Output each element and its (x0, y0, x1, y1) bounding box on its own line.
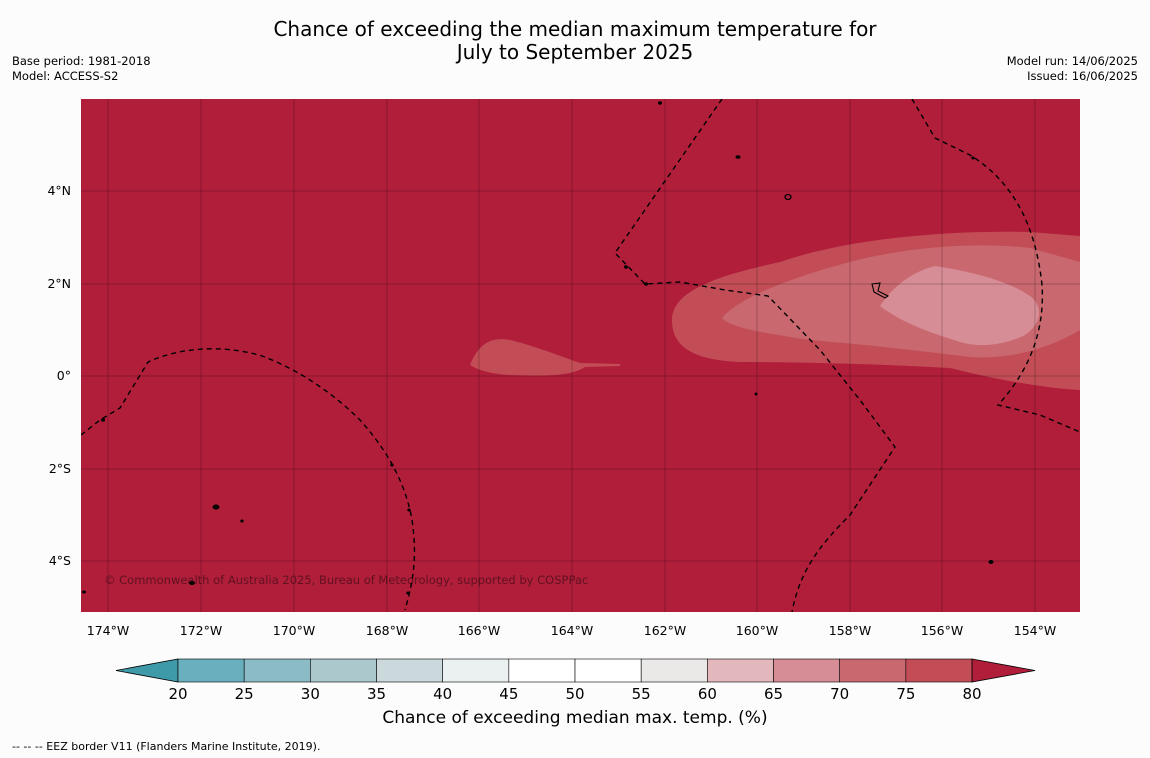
colorbar-tick-label: 65 (764, 685, 783, 703)
lon-label: 156°W (921, 623, 963, 638)
colorbar-swatch (442, 658, 510, 683)
map-title: Chance of exceeding the median maximum t… (0, 18, 1150, 64)
graticule (81, 99, 1080, 612)
eez-borders (81, 99, 1080, 612)
eez-border-central (614, 99, 896, 612)
lon-label: 164°W (551, 623, 593, 638)
lat-label: 2°S (49, 461, 71, 476)
lon-label: 160°W (736, 623, 778, 638)
colorbar-swatch (177, 658, 245, 683)
eez-border-west (81, 348, 416, 611)
base-period: Base period: 1981-2018 (12, 54, 151, 68)
title-line-2: July to September 2025 (456, 40, 694, 64)
colorbar-swatch (905, 658, 973, 683)
region-75-central (470, 339, 620, 376)
lon-label: 162°W (644, 623, 686, 638)
colorbar-swatch (376, 658, 443, 683)
colorbar-tick-label: 55 (632, 685, 651, 703)
colorbar-swatch (574, 658, 642, 683)
colorbar-extend-high (971, 658, 1036, 683)
colorbar-tick-label: 50 (565, 685, 584, 703)
lon-label: 172°W (180, 623, 222, 638)
footnote: -- -- -- EEZ border V11 (Flanders Marine… (12, 740, 321, 753)
colorbar-swatch (508, 658, 576, 683)
colorbar-tick-label: 40 (433, 685, 452, 703)
model-run: Model run: 14/06/2025 (1006, 54, 1138, 68)
region-65 (880, 266, 1040, 346)
lat-label: 2°N (47, 276, 71, 291)
colorbar-label: Chance of exceeding median max. temp. (%… (382, 708, 768, 728)
lat-label: 4°S (49, 553, 71, 568)
colorbar-swatch (640, 658, 708, 683)
lon-label: 170°W (273, 623, 315, 638)
lon-label: 168°W (366, 623, 408, 638)
colorbar-swatch (310, 658, 377, 683)
colorbar-swatch (839, 658, 907, 683)
colorbar-tick-label: 20 (168, 685, 187, 703)
issued-date: Issued: 16/06/2025 (1027, 69, 1138, 83)
colorbar-swatch (707, 658, 774, 683)
colorbar-swatch (773, 658, 841, 683)
meta-left: Base period: 1981-2018 Model: ACCESS-S2 (12, 54, 151, 84)
lat-label: 0° (57, 368, 71, 383)
colorbar-tick-label: 75 (896, 685, 915, 703)
colorbar-tick-label: 45 (499, 685, 518, 703)
colorbar-swatch (243, 658, 311, 683)
meta-right: Model run: 14/06/2025 Issued: 16/06/2025 (1007, 54, 1138, 84)
lon-label: 174°W (87, 623, 129, 638)
islands (82, 101, 994, 595)
lon-label: 154°W (1014, 623, 1056, 638)
colorbar-tick-label: 70 (830, 685, 849, 703)
title-line-1: Chance of exceeding the median maximum t… (273, 17, 877, 41)
colorbar-tick-label: 60 (698, 685, 717, 703)
latitude-labels: 4°N 2°N 0° 2°S 4°S (47, 183, 71, 568)
colorbar: 20 25 30 35 40 45 50 55 60 65 70 75 80 (115, 658, 1036, 703)
lon-label: 166°W (458, 623, 500, 638)
lon-label: 158°W (829, 623, 871, 638)
colorbar-tick-label: 80 (962, 685, 981, 703)
colorbar-tick-label: 35 (367, 685, 386, 703)
model-name: Model: ACCESS-S2 (12, 69, 119, 83)
lat-label: 4°N (47, 183, 71, 198)
colorbar-extend-low (115, 658, 179, 683)
colorbar-tick-label: 25 (235, 685, 254, 703)
longitude-labels: 174°W 172°W 170°W 168°W 166°W 164°W 162°… (87, 623, 1056, 638)
copyright-text: © Commonwealth of Australia 2025, Bureau… (104, 573, 588, 587)
eez-border-east (911, 99, 1080, 433)
colorbar-tick-label: 30 (301, 685, 320, 703)
